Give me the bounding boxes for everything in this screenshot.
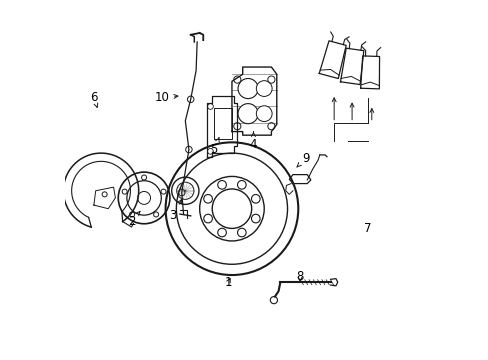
Polygon shape xyxy=(360,56,379,89)
Polygon shape xyxy=(340,48,363,85)
Text: 4: 4 xyxy=(249,132,257,150)
Text: 2: 2 xyxy=(127,211,140,228)
Text: 10: 10 xyxy=(154,91,178,104)
Circle shape xyxy=(256,81,271,96)
Text: 8: 8 xyxy=(296,270,303,283)
Circle shape xyxy=(256,106,271,122)
Text: 3: 3 xyxy=(169,199,182,222)
Text: 1: 1 xyxy=(224,276,232,289)
Circle shape xyxy=(118,172,169,224)
Text: 6: 6 xyxy=(90,91,98,107)
Circle shape xyxy=(238,78,258,99)
Circle shape xyxy=(165,142,298,275)
Polygon shape xyxy=(231,67,276,135)
Circle shape xyxy=(171,177,199,204)
Text: 5: 5 xyxy=(210,138,219,156)
Polygon shape xyxy=(319,41,346,78)
Text: 7: 7 xyxy=(364,222,371,235)
Text: 9: 9 xyxy=(296,152,309,167)
Circle shape xyxy=(238,104,258,124)
